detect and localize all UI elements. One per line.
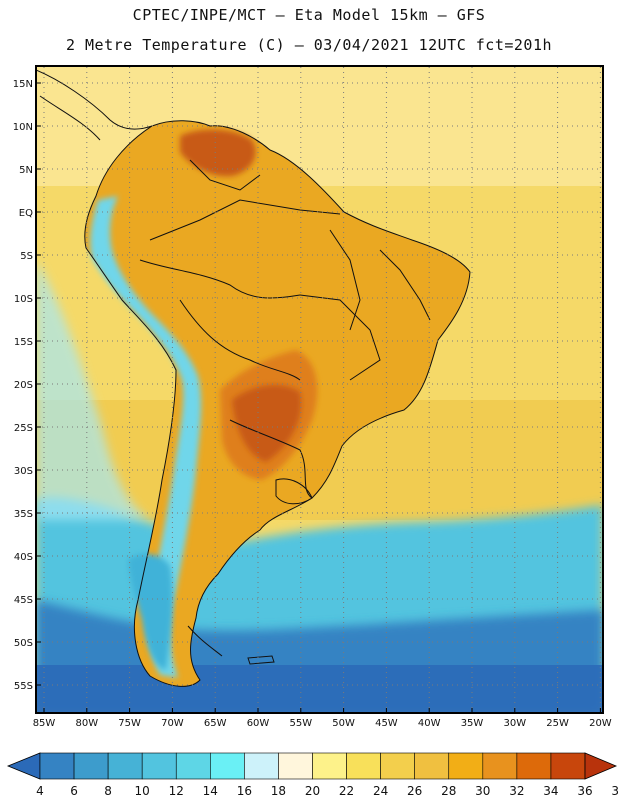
graticule bbox=[37, 67, 602, 712]
border-uruguay bbox=[275, 478, 313, 505]
ocean-band-polar bbox=[36, 665, 603, 713]
colorbar-label: 4 bbox=[36, 784, 44, 798]
border-brazil-east bbox=[299, 294, 381, 381]
colorbar-label: 20 bbox=[305, 784, 320, 798]
longitude-axis: 85W 80W 75W 70W 65W 60W 55W 50W 45W 40W 35W 30W 25W 2… bbox=[33, 708, 612, 729]
colorbar-label: 30 bbox=[475, 784, 490, 798]
colorbar-label: 32 bbox=[509, 784, 524, 798]
lat-tick-label: 50S bbox=[14, 638, 33, 649]
lon-tick-label: 80W bbox=[75, 718, 98, 729]
lon-tick-label: 30W bbox=[503, 718, 526, 729]
colorbar-swatch bbox=[414, 752, 450, 780]
colorbar-label: 22 bbox=[339, 784, 354, 798]
colorbar-swatch bbox=[448, 752, 484, 780]
map-field bbox=[36, 66, 603, 713]
colorbar-label: 38 bbox=[611, 784, 618, 798]
lon-tick-label: 55W bbox=[289, 718, 312, 729]
central-america-coast bbox=[36, 69, 153, 130]
lat-tick-label: 5N bbox=[19, 165, 33, 176]
colorbar-swatch bbox=[39, 752, 75, 780]
lat-tick-label: 10S bbox=[14, 294, 33, 305]
lat-tick-label: 15N bbox=[13, 79, 33, 90]
lat-tick-label: 20S bbox=[14, 380, 33, 391]
lat-tick-label: 5S bbox=[20, 251, 33, 262]
border-bolivia bbox=[179, 299, 301, 381]
lon-tick-label: 35W bbox=[461, 718, 484, 729]
colorbar-swatch bbox=[278, 752, 313, 780]
map-subtitle: 2 Metre Temperature (C) – 03/04/2021 12U… bbox=[65, 36, 553, 54]
colorbar-label: 12 bbox=[169, 784, 184, 798]
colorbar-label: 34 bbox=[543, 784, 558, 798]
border-argentina-north bbox=[229, 419, 313, 499]
colorbar-swatch bbox=[210, 752, 245, 780]
colorbar-swatch bbox=[482, 752, 518, 780]
coastlines-and-borders bbox=[36, 69, 471, 687]
colorbar-label: 14 bbox=[203, 784, 218, 798]
colorbar-swatch bbox=[141, 752, 177, 780]
lon-tick-label: 40W bbox=[418, 718, 441, 729]
lon-tick-label: 75W bbox=[118, 718, 141, 729]
colorbar-swatch bbox=[312, 752, 347, 780]
lon-tick-label: 85W bbox=[33, 718, 56, 729]
colorbar-arrow-low bbox=[6, 752, 41, 780]
lat-tick-label: 40S bbox=[14, 552, 33, 563]
colorbar-swatch bbox=[107, 752, 143, 780]
lat-tick-label: 35S bbox=[14, 509, 33, 520]
lat-tick-label: EQ bbox=[19, 208, 33, 219]
colorbar-label: 28 bbox=[441, 784, 456, 798]
hot-spot-venezuela bbox=[180, 129, 256, 177]
lon-tick-label: 25W bbox=[546, 718, 569, 729]
colorbar-label: 26 bbox=[407, 784, 422, 798]
colorbar-swatch bbox=[550, 752, 586, 780]
falkland-islands bbox=[247, 655, 275, 665]
lon-tick-label: 20W bbox=[589, 718, 612, 729]
border-peru-brazil bbox=[139, 259, 301, 299]
map-title: CPTEC/INPE/MCT – Eta Model 15km – GFS bbox=[132, 6, 486, 24]
colorbar-swatch bbox=[380, 752, 415, 780]
lat-tick-label: 15S bbox=[14, 337, 33, 348]
lat-tick-label: 45S bbox=[14, 595, 33, 606]
colorbar-label: 36 bbox=[577, 784, 592, 798]
lon-tick-label: 65W bbox=[204, 718, 227, 729]
colorbar-label: 18 bbox=[271, 784, 286, 798]
lon-tick-label: 50W bbox=[332, 718, 355, 729]
lon-tick-label: 45W bbox=[375, 718, 398, 729]
lat-tick-label: 30S bbox=[14, 466, 33, 477]
coast-tierra-del-fuego bbox=[187, 625, 223, 657]
colorbar-swatch bbox=[175, 752, 211, 780]
map-frame bbox=[35, 65, 604, 714]
border-venezuela bbox=[189, 159, 261, 191]
border-brazil-northeast bbox=[379, 249, 431, 321]
border-amazon-north bbox=[149, 199, 341, 241]
lat-tick-label: 10N bbox=[13, 122, 33, 133]
latitude-axis: 15N 10N 5N EQ 5S 10S 15S 20S 25S 30S 35S 40S 45S 50S 5… bbox=[13, 79, 41, 692]
andes-cold-strip bbox=[90, 196, 202, 678]
border-brazil-states bbox=[329, 229, 361, 331]
colorbar-swatch bbox=[516, 752, 552, 780]
colorbar-arrow-high bbox=[584, 752, 618, 780]
ocean-pacific-upwelling bbox=[36, 260, 150, 520]
lat-tick-label: 55S bbox=[14, 681, 33, 692]
lon-tick-label: 60W bbox=[247, 718, 270, 729]
colorbar-label: 24 bbox=[373, 784, 388, 798]
patagonia-cold bbox=[128, 553, 173, 670]
colorbar-label: 10 bbox=[135, 784, 150, 798]
continent-coastline bbox=[84, 120, 471, 687]
temperature-colorbar: 4 6 8 10 12 14 16 18 20 22 24 26 28 30 32 34 36 38 bbox=[6, 752, 618, 798]
colorbar-swatch bbox=[244, 752, 279, 780]
colorbar-label: 6 bbox=[70, 784, 78, 798]
central-america-coast-pacific bbox=[39, 95, 101, 141]
colorbar-label: 8 bbox=[104, 784, 112, 798]
colorbar-swatch bbox=[73, 752, 109, 780]
lat-tick-label: 25S bbox=[14, 423, 33, 434]
colorbar-label: 16 bbox=[237, 784, 252, 798]
lon-tick-label: 70W bbox=[161, 718, 184, 729]
colorbar-swatch bbox=[346, 752, 381, 780]
